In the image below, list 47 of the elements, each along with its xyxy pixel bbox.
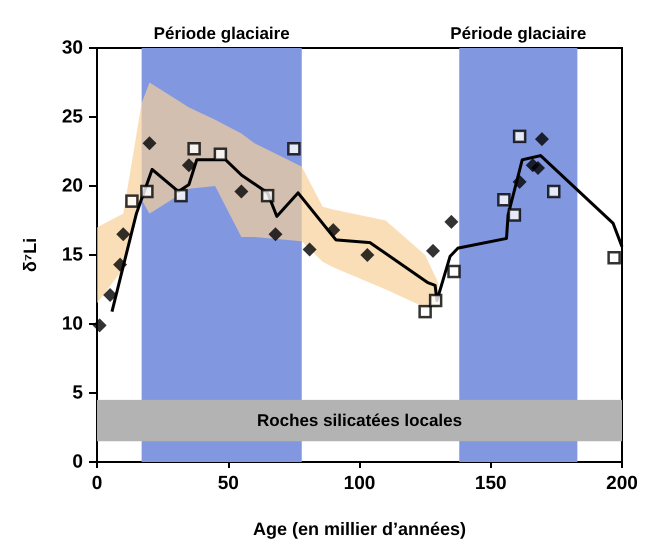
- point: [140, 184, 154, 198]
- point: [116, 227, 130, 242]
- point: [174, 188, 188, 202]
- x-axis-title: Age (en millier d’années): [252, 519, 466, 539]
- x-tick-label: 0: [92, 473, 102, 494]
- y-tick-label: 0: [72, 452, 83, 472]
- point: [260, 188, 274, 202]
- y-tick-label: 15: [62, 244, 84, 266]
- point: [607, 251, 621, 265]
- point: [113, 258, 128, 272]
- point: [187, 142, 201, 156]
- y-tick-label: 5: [72, 382, 84, 404]
- point: [547, 184, 560, 198]
- point: [302, 242, 317, 256]
- point: [214, 148, 228, 162]
- point: [182, 158, 196, 172]
- point: [426, 244, 440, 258]
- band-label: Roches silicatées locales: [256, 411, 462, 430]
- point: [326, 223, 340, 238]
- point: [444, 214, 458, 229]
- point: [268, 227, 282, 242]
- band-label: Période glaciaire: [450, 24, 586, 43]
- y-axis-title: δ⁷Li: [20, 238, 40, 272]
- point: [92, 318, 107, 332]
- point: [360, 248, 374, 262]
- point: [428, 294, 442, 308]
- point: [418, 304, 432, 318]
- point: [534, 132, 549, 146]
- point: [287, 142, 301, 156]
- point: [508, 208, 522, 222]
- x-tick-label: 200: [606, 473, 638, 494]
- x-tick-label: 100: [344, 473, 376, 494]
- y-tick-label: 20: [62, 176, 83, 196]
- point: [512, 130, 526, 144]
- point: [234, 184, 248, 199]
- point: [531, 161, 545, 176]
- point: [125, 194, 139, 208]
- y-tick-label: 25: [62, 106, 84, 128]
- point: [142, 136, 156, 150]
- x-tick-label: 50: [218, 473, 239, 494]
- x-tick-label: 150: [474, 473, 507, 494]
- y-tick-label: 10: [62, 314, 83, 334]
- band-label: Période glaciaire: [154, 24, 290, 43]
- y-tick-label: 30: [62, 38, 83, 58]
- point: [497, 193, 511, 207]
- point: [447, 264, 461, 278]
- point: [512, 174, 527, 189]
